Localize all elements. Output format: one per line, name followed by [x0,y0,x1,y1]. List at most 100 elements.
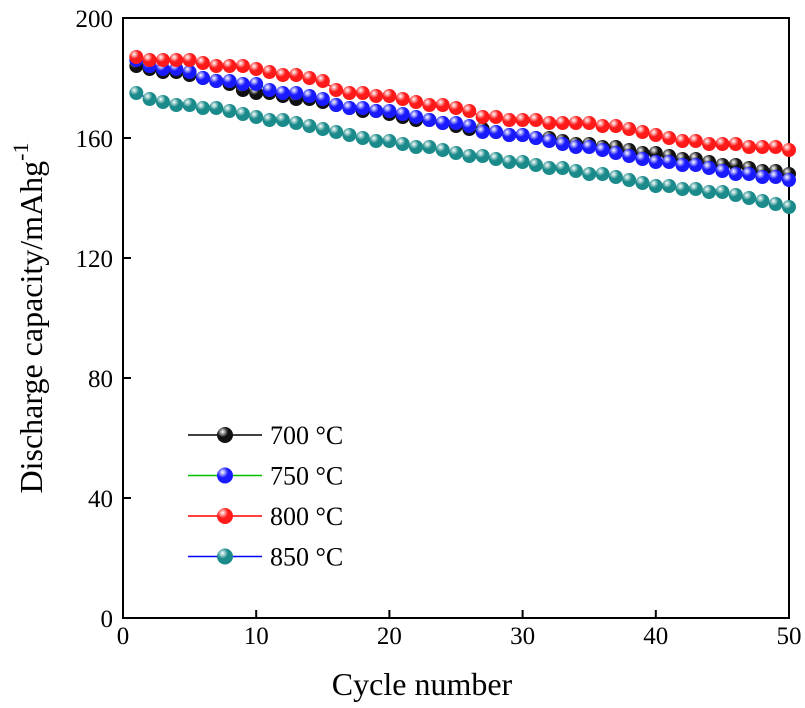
y-tick-label: 160 [76,126,114,153]
data-point [209,59,224,73]
data-point [675,182,690,196]
data-point [755,194,770,208]
data-point [449,146,463,160]
data-point [502,128,517,142]
data-point [688,158,703,172]
data-point [249,62,264,76]
data-point [355,86,370,100]
data-point [608,170,623,184]
data-point [622,122,637,136]
x-tick-label: 10 [244,623,269,650]
data-point [289,116,304,130]
data-point [422,140,437,154]
legend-marker [217,427,233,443]
data-point [195,101,210,115]
data-point [475,125,490,139]
data-point [782,143,796,157]
data-point [262,113,277,127]
x-axis-label: Cycle number [332,666,513,702]
data-point [595,167,610,181]
data-point [528,113,543,127]
x-tick-label: 30 [510,623,535,650]
data-point [249,77,264,91]
data-point [222,74,237,88]
data-point [608,119,623,133]
data-point [235,59,250,73]
data-point [422,98,437,112]
data-point [582,140,597,154]
data-point [595,143,610,157]
data-point [555,161,570,175]
data-point [342,128,357,142]
data-point [182,53,197,67]
data-point [648,128,663,142]
data-point [369,89,384,103]
data-point [715,185,730,199]
data-point [622,149,637,163]
data-point [369,134,384,148]
data-point [342,101,357,115]
data-point [422,113,437,127]
data-point [502,113,517,127]
data-point [675,134,690,148]
data-point [262,65,277,79]
data-point [382,89,397,103]
data-point [475,110,490,124]
data-point [195,71,210,85]
data-point [635,176,650,190]
data-point [409,110,424,124]
data-point [355,131,370,145]
data-point [488,125,503,139]
data-point [568,164,583,178]
data-point [155,53,170,67]
data-point [369,104,384,118]
data-point [275,113,290,127]
data-point [222,59,237,73]
data-point [302,119,317,133]
data-point [275,86,290,100]
data-point [568,116,583,130]
y-tick-label: 80 [88,366,113,393]
data-point [289,68,304,82]
data-point [382,104,397,118]
legend-text: 800 °C [270,502,343,531]
data-point [315,92,330,106]
data-point [142,53,157,67]
data-point [755,170,770,184]
x-tick-label: 50 [777,623,802,650]
data-point [755,140,770,154]
data-point [209,74,224,88]
data-point [768,170,783,184]
y-tick-label: 120 [76,246,114,273]
data-point [169,98,184,112]
data-point [542,116,557,130]
data-point [582,116,597,130]
y-axis-label-sup: -1 [8,143,33,161]
data-point [329,98,344,112]
data-point [662,155,677,169]
data-point [635,152,650,166]
data-point [355,101,370,115]
data-point [742,167,757,181]
data-point [502,155,517,169]
data-point [169,53,184,67]
data-point [302,71,317,85]
data-point [648,179,663,193]
data-point [209,101,224,115]
legend-text: 750 °C [270,462,343,491]
data-point [608,146,623,160]
data-point [249,110,264,124]
data-point [768,140,783,154]
y-axis-label: Discharge capacity/mAhg-1 [8,143,49,494]
data-point [675,158,690,172]
data-point [782,200,796,214]
data-point [462,149,477,163]
data-point [315,122,330,136]
data-point [662,131,677,145]
data-point [515,128,530,142]
data-point [742,191,757,205]
legend-marker [217,467,233,484]
data-point [182,98,197,112]
data-point [688,182,703,196]
